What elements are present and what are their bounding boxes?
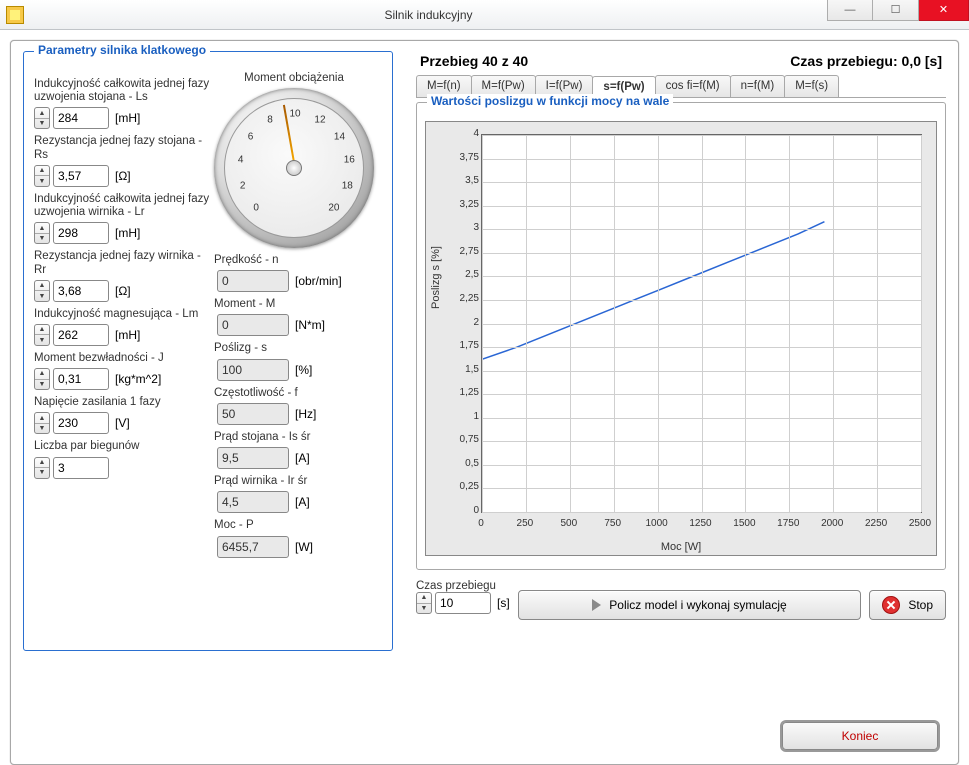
param-label: Rezystancja jednej fazy wirnika - Rr (34, 250, 214, 276)
param-spinner-3[interactable]: ▲▼ (34, 280, 109, 302)
param-input-1[interactable] (53, 165, 109, 187)
window-title: Silnik indukcyjny (30, 8, 827, 22)
readout-unit: [%] (295, 363, 312, 377)
titlebar: Silnik indukcyjny — ☐ ✕ (0, 0, 969, 30)
tab-5[interactable]: n=f(M) (730, 75, 786, 97)
param-input-5[interactable] (53, 368, 109, 390)
czas-input[interactable] (435, 592, 491, 614)
readout-value-2 (217, 359, 289, 381)
readout-unit: [W] (295, 540, 313, 554)
param-input-7[interactable] (53, 457, 109, 479)
param-input-0[interactable] (53, 107, 109, 129)
readout-label: Prędkość - n (214, 254, 374, 267)
param-label: Indukcyjność całkowita jednej fazy uzwoj… (34, 78, 214, 104)
minimize-button[interactable]: — (827, 0, 873, 21)
param-unit: [mH] (115, 226, 140, 240)
param-unit: [Ω] (115, 169, 131, 183)
close-button[interactable]: ✕ (919, 0, 969, 21)
readout-value-1 (217, 314, 289, 336)
chart-area: Poslizg s [%] Moc [W] 00,250,50,7511,251… (425, 121, 937, 556)
run-header: Przebieg 40 z 40 Czas przebiegu: 0,0 [s] (416, 51, 946, 75)
param-label: Indukcyjność magnesująca - Lm (34, 308, 214, 321)
readout-1 (214, 314, 289, 336)
readout-unit: [obr/min] (295, 274, 342, 288)
chart-xlabel: Moc [W] (661, 541, 701, 553)
window-buttons: — ☐ ✕ (827, 0, 969, 29)
param-label: Moment bezwładności - J (34, 352, 214, 365)
readout-5 (214, 491, 289, 513)
chart-title: Wartości poslizgu w funkcji mocy na wale (427, 94, 673, 108)
param-label: Napięcie zasilania 1 fazy (34, 396, 214, 409)
readout-6 (214, 536, 289, 558)
readout-0 (214, 270, 289, 292)
run-button[interactable]: Policz model i wykonaj symulację (518, 590, 862, 620)
param-spinner-2[interactable]: ▲▼ (34, 222, 109, 244)
param-label: Liczba par biegunów (34, 440, 214, 453)
param-spinner-6[interactable]: ▲▼ (34, 412, 109, 434)
load-gauge[interactable]: 02468101214161820 (214, 88, 374, 248)
readout-label: Moment - M (214, 298, 374, 311)
koniec-button[interactable]: Koniec (782, 722, 938, 750)
params-column: Indukcyjność całkowita jednej fazy uzwoj… (34, 72, 214, 485)
param-spinner-5[interactable]: ▲▼ (34, 368, 109, 390)
run-progress: Przebieg 40 z 40 (420, 53, 528, 69)
main-panel: Parametry silnika klatkowego Indukcyjnoś… (10, 40, 959, 765)
readout-value-6 (217, 536, 289, 558)
readout-label: Częstotliwość - f (214, 387, 374, 400)
run-button-label: Policz model i wykonaj symulację (609, 598, 786, 612)
chart-group: Wartości poslizgu w funkcji mocy na wale… (416, 102, 946, 570)
readout-value-3 (217, 403, 289, 425)
readout-2 (214, 359, 289, 381)
readout-label: Poślizg - s (214, 342, 374, 355)
czas-spinner[interactable]: ▲▼ (416, 592, 491, 614)
param-input-2[interactable] (53, 222, 109, 244)
readout-column: Moment obciążenia 02468101214161820 Pręd… (214, 72, 374, 564)
bottom-controls: Czas przebiegu ▲▼ [s] Policz model i wyk… (416, 580, 946, 620)
readout-value-5 (217, 491, 289, 513)
stop-button-label: Stop (908, 598, 933, 612)
readout-label: Prąd stojana - Is śr (214, 431, 374, 444)
param-label: Rezystancja jednej fazy stojana - Rs (34, 135, 214, 161)
param-input-3[interactable] (53, 280, 109, 302)
params-group: Parametry silnika klatkowego Indukcyjnoś… (23, 51, 393, 651)
param-spinner-0[interactable]: ▲▼ (34, 107, 109, 129)
gauge-title: Moment obciążenia (214, 72, 374, 84)
readout-unit: [A] (295, 451, 310, 465)
param-unit: [kg*m^2] (115, 372, 161, 386)
readout-label: Prąd wirnika - Ir śr (214, 475, 374, 488)
param-unit: [Ω] (115, 284, 131, 298)
readout-unit: [Hz] (295, 407, 316, 421)
chart-plot (481, 134, 922, 513)
app-icon (6, 6, 24, 24)
readout-3 (214, 403, 289, 425)
stop-icon (882, 596, 900, 614)
param-input-4[interactable] (53, 324, 109, 346)
czas-unit: [s] (497, 596, 510, 610)
czas-label: Czas przebiegu (416, 580, 510, 592)
play-icon (592, 599, 601, 611)
maximize-button[interactable]: ☐ (873, 0, 919, 21)
param-unit: [mH] (115, 111, 140, 125)
param-spinner-4[interactable]: ▲▼ (34, 324, 109, 346)
param-input-6[interactable] (53, 412, 109, 434)
param-spinner-7[interactable]: ▲▼ (34, 457, 109, 479)
readout-unit: [N*m] (295, 318, 325, 332)
tab-6[interactable]: M=f(s) (784, 75, 839, 97)
readout-value-4 (217, 447, 289, 469)
koniec-label: Koniec (842, 729, 879, 743)
readout-unit: [A] (295, 495, 310, 509)
stop-button[interactable]: Stop (869, 590, 946, 620)
param-unit: [mH] (115, 328, 140, 342)
readout-4 (214, 447, 289, 469)
params-group-title: Parametry silnika klatkowego (34, 43, 210, 57)
readout-value-0 (217, 270, 289, 292)
param-label: Indukcyjność całkowita jednej fazy uzwoj… (34, 193, 214, 219)
param-spinner-1[interactable]: ▲▼ (34, 165, 109, 187)
run-time: Czas przebiegu: 0,0 [s] (790, 53, 942, 69)
readout-label: Moc - P (214, 519, 374, 532)
param-unit: [V] (115, 416, 130, 430)
right-panel: Przebieg 40 z 40 Czas przebiegu: 0,0 [s]… (416, 51, 946, 620)
